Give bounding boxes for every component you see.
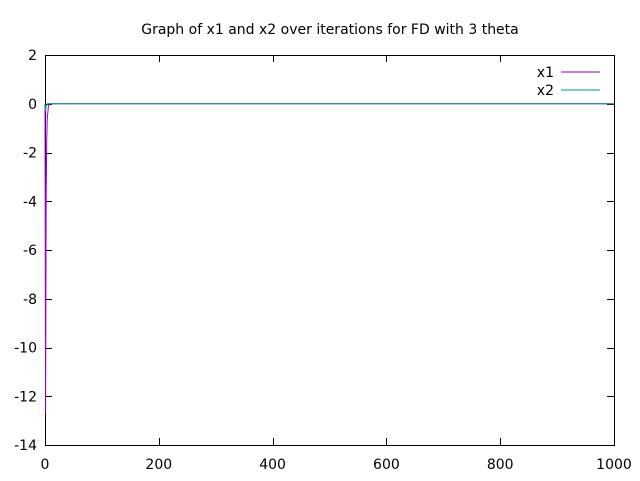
series-line-x1 <box>44 103 614 414</box>
x-tick-label: 600 <box>373 457 400 473</box>
x-tick-label: 800 <box>487 457 514 473</box>
y-tick-label: 0 <box>28 97 37 113</box>
y-tick-label: -12 <box>14 389 37 405</box>
axis-ticks <box>45 55 615 446</box>
y-tick-label: -6 <box>23 243 37 259</box>
plot-area-border <box>45 55 615 446</box>
series-lines <box>44 103 614 414</box>
legend-label-x2: x2 <box>537 83 554 99</box>
y-tick-label: -2 <box>23 146 37 162</box>
y-tick-label: -14 <box>14 438 37 454</box>
y-tick-label: -8 <box>23 292 37 308</box>
x-tick-label: 0 <box>41 457 50 473</box>
y-tick-label: -4 <box>23 194 37 210</box>
x-tick-label: 200 <box>145 457 172 473</box>
series-line-x2 <box>44 103 614 112</box>
legend-label-x1: x1 <box>537 65 554 81</box>
y-tick-label: -10 <box>14 341 37 357</box>
y-tick-label: 2 <box>28 48 37 64</box>
chart-title: Graph of x1 and x2 over iterations for F… <box>141 22 519 38</box>
axis-tick-labels: 0 200 400 600 800 1000 2 0 -2 -4 -6 -8 -10 -12 -14 <box>14 48 632 473</box>
x-tick-label: 1000 <box>596 457 632 473</box>
x-tick-label: 400 <box>259 457 286 473</box>
